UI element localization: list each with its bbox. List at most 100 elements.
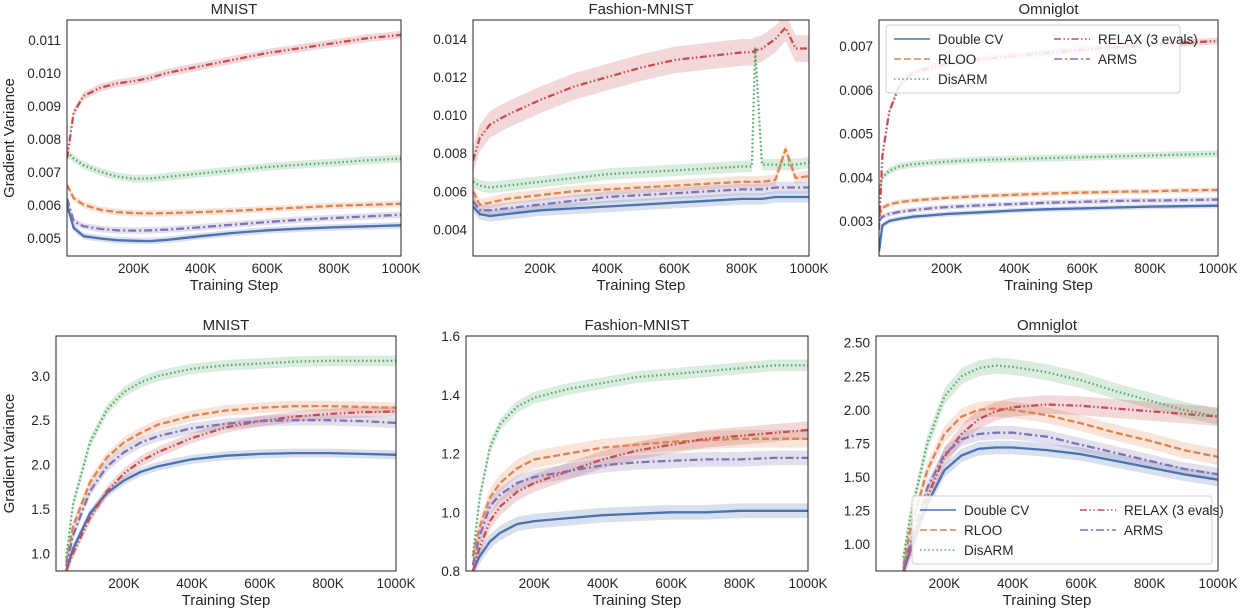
- x-tick-label: 200K: [118, 261, 150, 276]
- x-tick-label: 1000K: [381, 261, 420, 276]
- legend-label-arms: ARMS: [1124, 523, 1163, 538]
- line-arms: [65, 419, 396, 567]
- panel-title: Fashion-MNIST: [584, 317, 689, 334]
- y-tick-label: 1.0: [441, 505, 460, 520]
- x-tick-label: 1000K: [1198, 261, 1237, 276]
- x-tick-label: 200K: [519, 576, 551, 591]
- line-double-cv: [65, 451, 396, 571]
- line-rloo: [65, 404, 396, 563]
- legend-label-relax-3-evals: RELAX (3 evals): [1098, 32, 1198, 47]
- line-disarm: [65, 359, 396, 558]
- x-tick-label: 600K: [655, 576, 687, 591]
- axes-frame: [465, 335, 809, 572]
- band-arms: [472, 450, 808, 571]
- y-tick-label: 1.5: [31, 502, 50, 517]
- y-tick-label: 2.00: [844, 403, 870, 418]
- plot-area: [466, 336, 808, 571]
- band-relax-3-evals: [472, 421, 808, 571]
- y-tick-label: 2.50: [844, 336, 870, 351]
- y-tick-label: 2.5: [31, 413, 50, 428]
- y-tick-label: 0.010: [27, 66, 61, 81]
- line-arms: [67, 197, 401, 232]
- band-arms: [903, 426, 1218, 571]
- panel-title: MNIST: [211, 1, 258, 18]
- panel-3-omniglot: Omniglot 200K 400K 600K 800K 1000K 0.003 0.004 0…: [839, 1, 1237, 294]
- band-rloo: [903, 400, 1218, 571]
- band-rloo: [472, 430, 808, 566]
- plot-area: [473, 20, 809, 256]
- line-rloo: [473, 148, 809, 206]
- y-tick-label: 2.0: [31, 458, 50, 473]
- band-relax-3-evals: [903, 395, 1218, 571]
- y-tick-label: 0.8: [441, 564, 460, 579]
- x-tick-label: 400K: [185, 261, 217, 276]
- band-relax-3-evals: [67, 30, 401, 163]
- legend-label-rloo: RLOO: [964, 523, 1002, 538]
- panel-title: Fashion-MNIST: [588, 1, 693, 18]
- x-axis-label: Training Step: [182, 592, 271, 609]
- line-disarm: [879, 152, 1218, 191]
- x-tick-label: 600K: [659, 261, 691, 276]
- line-disarm: [67, 151, 401, 180]
- panel-title: Omniglot: [1017, 317, 1078, 334]
- y-tick-label: 0.014: [433, 32, 467, 47]
- y-tick-label: 1.0: [31, 546, 50, 561]
- x-tick-label: 800K: [312, 576, 344, 591]
- x-tick-label: 1000K: [376, 576, 415, 591]
- series-group: [471, 359, 808, 571]
- y-tick-label: 3.0: [31, 369, 50, 384]
- line-relax-3-evals: [879, 39, 1218, 230]
- line-relax-3-evals: [471, 428, 808, 571]
- x-tick-label: 400K: [997, 576, 1029, 591]
- x-tick-label: 800K: [1134, 261, 1166, 276]
- legend-label-disarm: DisARM: [964, 543, 1014, 558]
- x-tick-label: 400K: [176, 576, 208, 591]
- band-double-cv: [879, 203, 1218, 255]
- x-tick-label: 1000K: [1198, 576, 1237, 591]
- y-tick-label: 1.2: [441, 447, 460, 462]
- band-arms: [879, 197, 1218, 224]
- y-tick-label: 0.006: [27, 198, 61, 213]
- y-axis-label: Gradient Variance: [1, 394, 18, 514]
- legend: Double CV RLOO DisARM RELAX (3 evals) ARMS: [911, 495, 1224, 565]
- legend-label-arms: ARMS: [1098, 52, 1137, 67]
- panel-title: Omniglot: [1018, 1, 1079, 18]
- line-disarm: [902, 364, 1218, 558]
- y-tick-label: 0.003: [839, 214, 873, 229]
- legend-label-relax-3-evals: RELAX (3 evals): [1124, 503, 1224, 518]
- line-arms: [471, 456, 808, 566]
- legend-label-disarm: DisARM: [938, 72, 988, 87]
- line-disarm: [471, 364, 808, 557]
- series-group: [473, 20, 809, 222]
- axes-frame: [66, 19, 402, 257]
- x-tick-label: 200K: [929, 576, 961, 591]
- x-tick-label: 400K: [592, 261, 624, 276]
- x-axis-label: Training Step: [1003, 592, 1092, 609]
- y-tick-label: 0.005: [839, 127, 873, 142]
- panel-6-omniglot: Omniglot 200K 400K 600K 800K 1000K 1.00 1.25 1.5…: [844, 317, 1238, 609]
- y-tick-label: 0.008: [27, 132, 61, 147]
- band-rloo: [879, 187, 1218, 220]
- panel-4-mnist: MNIST 200K 400K 600K 800K 1000K 1.0 1.5 2.0 2.5 3.…: [1, 317, 416, 609]
- line-rloo: [879, 188, 1218, 218]
- x-tick-label: 600K: [1067, 261, 1099, 276]
- line-double-cv: [473, 195, 809, 218]
- axes-frame: [55, 335, 397, 572]
- x-tick-label: 600K: [244, 576, 276, 591]
- legend-frame: [911, 495, 1213, 565]
- y-tick-label: 0.010: [433, 108, 467, 123]
- x-tick-label: 200K: [108, 576, 140, 591]
- x-tick-label: 400K: [587, 576, 619, 591]
- x-axis-label: Training Step: [190, 277, 279, 294]
- y-axis-label: Gradient Variance: [1, 78, 18, 198]
- y-tick-label: 2.25: [844, 369, 870, 384]
- y-tick-label: 0.004: [839, 170, 873, 185]
- legend: Double CV RLOO DisARM RELAX (3 evals) ARMS: [885, 24, 1198, 94]
- line-rloo: [902, 407, 1218, 565]
- x-tick-label: 800K: [318, 261, 350, 276]
- legend-label-double-cv: Double CV: [964, 503, 1029, 518]
- panel-2-fashion-mnist: Fashion-MNIST 200K 400K 600K 800K 1000K 0.004 0…: [433, 1, 828, 294]
- y-tick-label: 1.25: [844, 504, 870, 519]
- y-tick-label: 0.006: [433, 184, 467, 199]
